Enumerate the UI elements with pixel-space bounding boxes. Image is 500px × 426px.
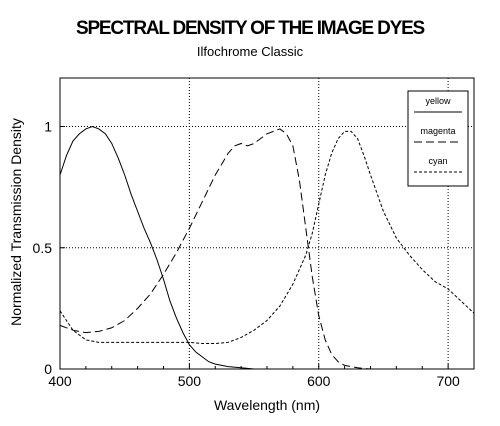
legend-label-magenta: magenta [420,126,455,136]
series-line-cyan [59,130,475,345]
x-tick-label: 700 [436,373,460,389]
x-axis-label: Wavelength (nm) [214,397,320,413]
series-group [59,125,475,370]
legend-label-cyan: cyan [428,156,447,166]
chart-subtitle: Ilfochrome Classic [197,44,304,59]
x-tick-label: 400 [48,373,72,389]
y-tick-label: 0 [44,361,52,377]
y-tick-label: 0.5 [33,240,53,256]
x-tick-label: 600 [307,373,331,389]
y-tick-label: 1 [44,119,52,135]
chart-title: SPECTRAL DENSITY OF THE IMAGE DYES [76,18,425,39]
legend: yellow magenta cyan [407,90,469,187]
x-tick-label: 500 [178,373,202,389]
y-axis-label: Normalized Transmission Density [8,118,24,326]
legend-label-yellow: yellow [425,96,451,106]
series-line-magenta [59,128,384,370]
series-line-yellow [59,125,267,370]
axis-ticks: 400 500 600 700 0 0.5 1 [33,119,460,390]
legend-box [407,90,469,187]
